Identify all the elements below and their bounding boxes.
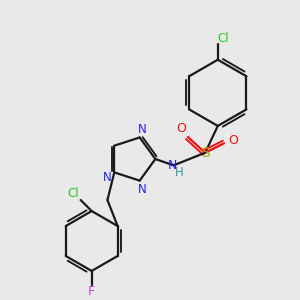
Text: N: N [138,182,147,196]
Text: F: F [88,285,95,298]
Text: Cl: Cl [218,32,229,45]
Text: Cl: Cl [67,187,79,200]
Text: S: S [201,146,209,160]
Text: O: O [176,122,186,135]
Text: N: N [138,122,147,136]
Text: N: N [103,171,112,184]
Text: O: O [228,134,238,147]
Text: N: N [167,160,177,172]
Text: H: H [175,166,184,179]
